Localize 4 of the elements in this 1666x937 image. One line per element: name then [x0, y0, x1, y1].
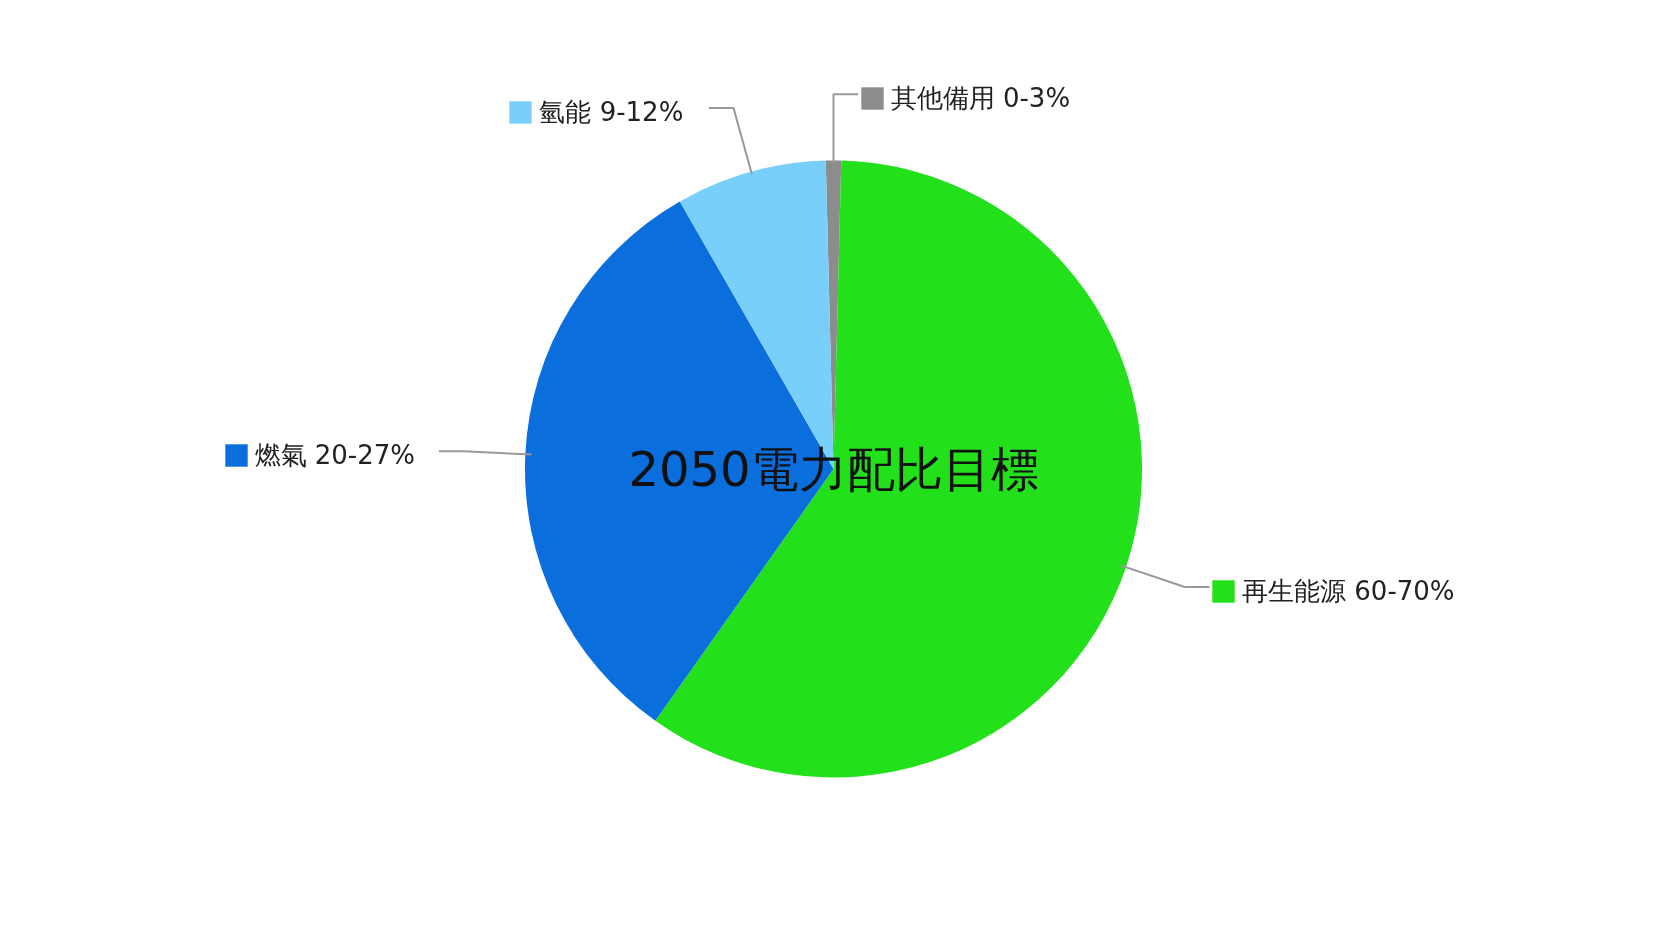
legend-label: 燃氣 20-27%: [254, 438, 416, 472]
legend-label: 再生能源 60-70%: [1242, 574, 1455, 608]
legend-label: 其他備用 0-3%: [890, 81, 1071, 115]
legend-label: 氫能 9-12%: [539, 95, 684, 129]
